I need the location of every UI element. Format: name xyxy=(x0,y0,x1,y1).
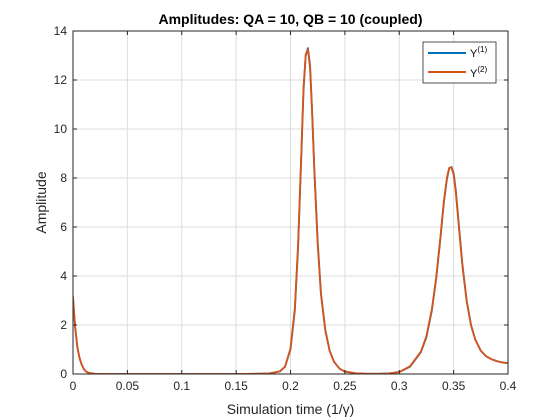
legend-label-series-1-base: Y xyxy=(470,48,478,60)
x-axis-label: Simulation time (1/γ) xyxy=(227,401,355,417)
x-tick-label: 0.1 xyxy=(173,379,190,393)
legend[interactable]: Y(1) Y(2) xyxy=(422,41,497,84)
legend-label-series-1-sup: (1) xyxy=(477,45,487,54)
y-tick-label: 12 xyxy=(54,73,68,87)
x-tick-label: 0 xyxy=(70,379,77,393)
y-tick-labels: 0 2 4 6 8 10 12 14 xyxy=(54,24,68,381)
series-line-2 xyxy=(73,48,508,374)
series-layer xyxy=(73,47,508,374)
y-tick-label: 10 xyxy=(54,122,68,136)
x-tick-labels: 0 0.05 0.1 0.15 0.2 0.25 0.3 0.35 0.4 xyxy=(70,379,517,393)
y-tick-label: 8 xyxy=(60,171,67,185)
y-tick-label: 6 xyxy=(60,220,67,234)
y-tick-label: 2 xyxy=(60,318,67,332)
y-tick-label: 4 xyxy=(60,269,67,283)
x-tick-label: 0.05 xyxy=(116,379,140,393)
x-tick-label: 0.2 xyxy=(282,379,299,393)
x-tick-label: 0.15 xyxy=(224,379,248,393)
chart-title: Amplitudes: QA = 10, QB = 10 (coupled) xyxy=(159,11,423,27)
legend-box xyxy=(422,41,497,84)
legend-label-series-2-sup: (2) xyxy=(477,65,487,74)
y-axis-label: Amplitude xyxy=(33,171,49,233)
legend-label-series-2: Y(2) xyxy=(470,65,487,80)
x-tick-label: 0.3 xyxy=(391,379,408,393)
x-tick-label: 0.4 xyxy=(500,379,517,393)
y-tick-label: 14 xyxy=(54,24,68,38)
legend-label-series-2-base: Y xyxy=(470,68,478,80)
legend-label-series-1: Y(1) xyxy=(470,45,487,60)
tick-marks xyxy=(72,30,509,375)
x-tick-label: 0.25 xyxy=(333,379,357,393)
y-tick-label: 0 xyxy=(60,367,67,381)
x-tick-label: 0.35 xyxy=(442,379,466,393)
